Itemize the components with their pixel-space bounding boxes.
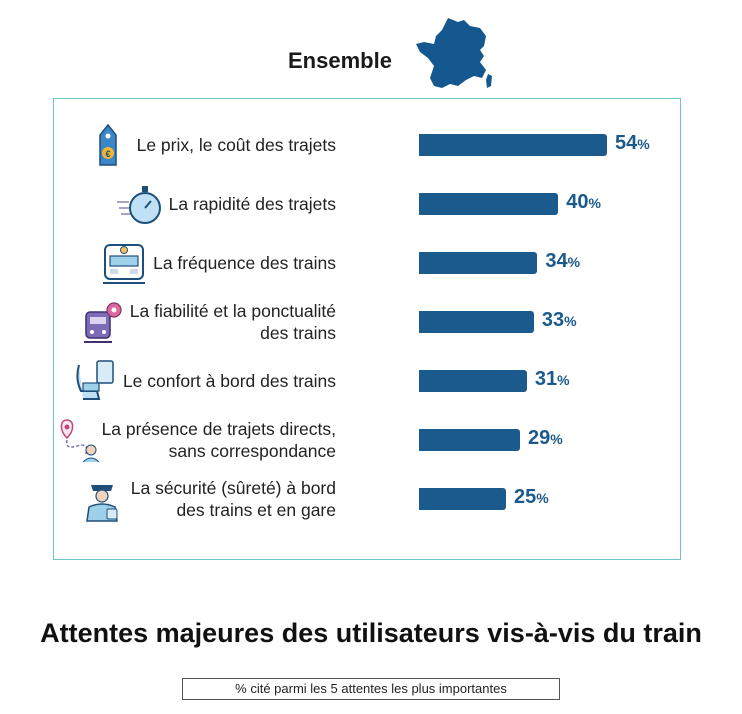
category-label-line: des trains <box>260 323 336 343</box>
value-number: 29 <box>527 427 551 449</box>
category-label-line: Le prix, le coût des trajets <box>136 135 336 155</box>
category-label-line: Le confort à bord des trains <box>122 371 336 391</box>
category-label: Le confort à bord des trains <box>123 370 336 392</box>
category-label-line: La présence de trajets directs, <box>101 419 336 439</box>
bar <box>419 134 607 156</box>
category-label-line: La sécurité (sûreté) à bord <box>130 478 336 498</box>
train-front-icon <box>99 239 149 287</box>
category-label: La rapidité des trajets <box>169 193 336 215</box>
value-number: 54 <box>615 132 638 154</box>
value-number: 31 <box>534 368 558 390</box>
category-label-line: La fiabilité et la ponctualité <box>129 301 336 321</box>
value-unit: % <box>567 254 581 270</box>
chart-frame <box>53 98 681 560</box>
gear-train-icon <box>76 298 126 346</box>
chart-header: Ensemble <box>0 8 742 92</box>
chart-title: Attentes majeures des utilisateurs vis-à… <box>40 618 702 648</box>
bar <box>419 488 507 510</box>
value-label: 31% <box>535 368 570 391</box>
route-pin-icon <box>55 416 105 464</box>
value-unit: % <box>637 136 650 152</box>
segment-label: Ensemble <box>288 48 392 73</box>
bar-chart: Le prix, le coût des trajets €54% La rapid… <box>53 98 681 560</box>
value-unit: % <box>557 372 570 388</box>
value-unit: % <box>588 195 601 211</box>
svg-text:€: € <box>105 149 110 159</box>
value-number: 25 <box>514 486 537 508</box>
value-unit: % <box>550 431 563 447</box>
bar <box>419 370 527 392</box>
bar <box>419 193 559 215</box>
value-label: 29% <box>528 427 563 450</box>
category-label: La sécurité (sûreté) à bord des trains et… <box>131 477 336 521</box>
stopwatch-icon <box>115 180 165 228</box>
category-label-line: des trains et en gare <box>176 500 336 520</box>
bar <box>419 429 520 451</box>
france-map-icon <box>416 18 492 88</box>
category-label: La fiabilité et la ponctualité des trains <box>130 300 336 344</box>
value-number: 33 <box>541 309 565 331</box>
chart-note: % cité parmi les 5 attentes les plus imp… <box>182 678 560 700</box>
bar <box>419 252 538 274</box>
category-label-line: La fréquence des trains <box>153 253 336 273</box>
value-number: 34 <box>545 250 568 272</box>
bar <box>419 311 534 333</box>
value-label: 25% <box>514 486 549 509</box>
value-unit: % <box>536 490 549 506</box>
value-label: 54% <box>615 132 650 155</box>
value-number: 40 <box>566 191 589 213</box>
category-label-line: La rapidité des trajets <box>168 194 336 214</box>
value-label: 33% <box>542 309 577 332</box>
price-tag-icon: € <box>83 121 133 169</box>
category-label: La présence de trajets directs, sans corr… <box>102 418 336 462</box>
category-label: La fréquence des trains <box>153 252 336 274</box>
security-agent-icon <box>77 475 127 523</box>
value-label: 34% <box>545 250 580 273</box>
category-label-line: sans correspondance <box>168 441 336 461</box>
value-unit: % <box>564 313 577 329</box>
category-label: Le prix, le coût des trajets <box>137 134 336 156</box>
value-label: 40% <box>566 191 601 214</box>
train-seat-icon <box>69 357 119 405</box>
